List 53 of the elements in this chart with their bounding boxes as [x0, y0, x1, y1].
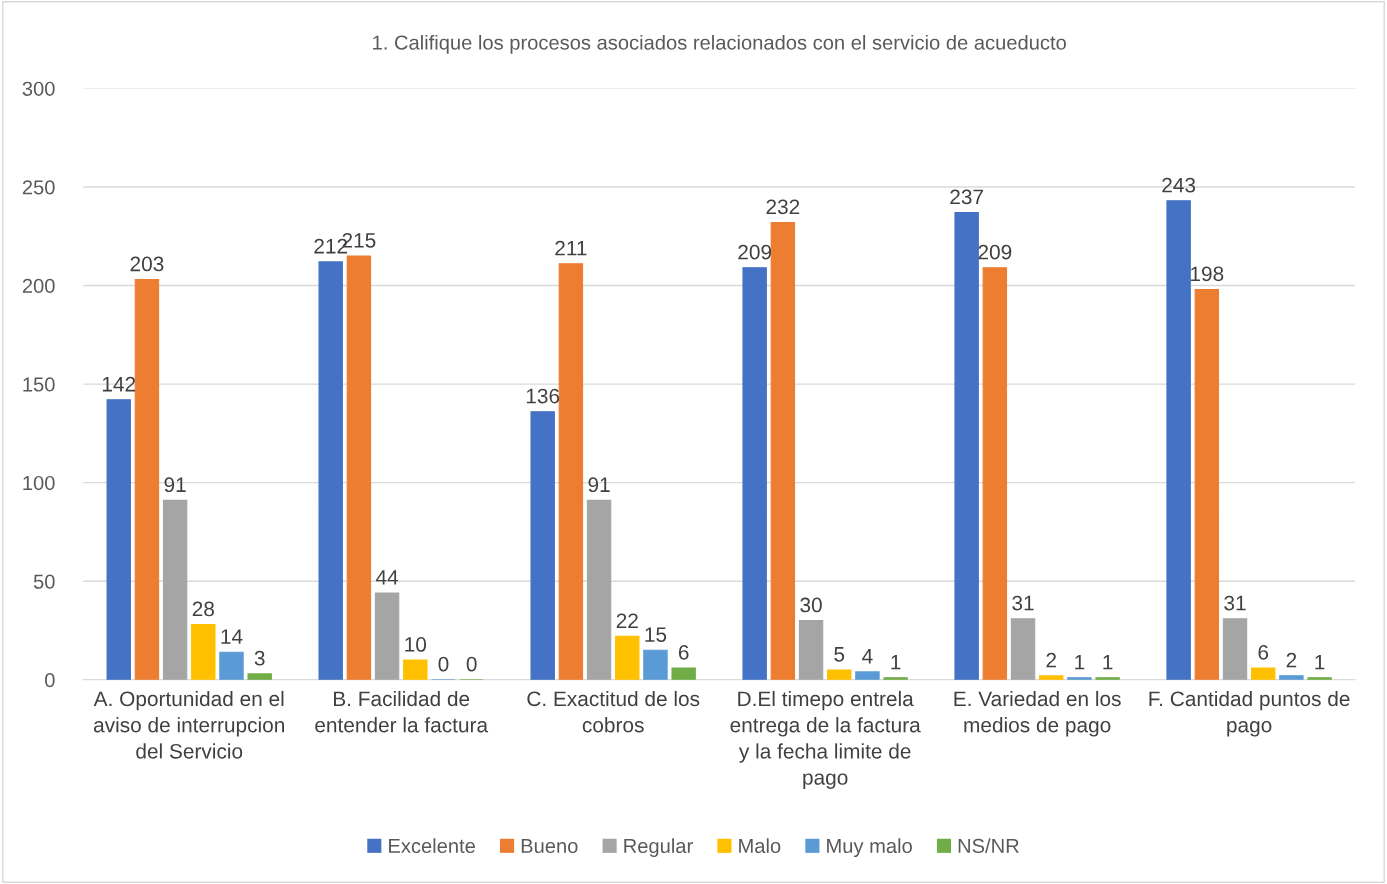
legend-label: Regular	[624, 838, 693, 858]
data-label: 5	[834, 647, 845, 662]
legend-label: Bueno	[521, 839, 578, 854]
data-label: 0	[466, 656, 477, 672]
data-label: 198	[1191, 266, 1224, 282]
data-label: 1	[1103, 655, 1113, 670]
data-label: 1	[1075, 655, 1085, 670]
y-tick-label: 50	[33, 574, 55, 589]
y-tick-label: 150	[23, 377, 55, 392]
y-tick-label: 0	[45, 673, 55, 688]
data-label: 2	[1286, 652, 1297, 668]
data-label: 142	[102, 376, 136, 392]
data-label: 0	[438, 656, 449, 672]
data-label: 31	[1224, 595, 1246, 611]
data-label: 1	[891, 655, 901, 670]
y-tick-label: 250	[22, 180, 55, 195]
data-label: 22	[616, 613, 638, 628]
data-label: 28	[192, 601, 214, 617]
data-label: 232	[766, 199, 800, 215]
data-label: 6	[678, 644, 689, 660]
data-label: 6	[1258, 644, 1269, 660]
x-tick-label: B. Facilidad de entender la factura	[315, 690, 489, 733]
data-label: 1	[1315, 655, 1325, 670]
data-label: 91	[164, 477, 186, 493]
x-tick-label: E. Variedad en los medios de pago	[954, 690, 1121, 737]
x-tick-label: D.El timepo entrela entrega de la factura y la fecha limite de pago	[730, 690, 921, 789]
data-label: 91	[588, 477, 610, 493]
data-label: 136	[526, 388, 560, 404]
x-tick-label: F. Cantidad puntos de pago	[1149, 690, 1350, 737]
legend-label: Malo	[739, 838, 781, 854]
y-tick-label: 200	[22, 278, 55, 294]
data-label: 31	[1012, 595, 1034, 611]
data-label: 14	[221, 629, 243, 644]
data-label: 15	[645, 627, 667, 642]
chart-title: 1. Califique los procesos asociados relacionados con el servicio de acueducto	[373, 34, 1066, 54]
y-tick-label: 100	[23, 475, 55, 491]
data-label: 10	[405, 637, 427, 652]
data-label: 209	[738, 244, 772, 260]
data-label: 243	[1162, 177, 1196, 193]
legend-label: Excelente	[389, 838, 475, 854]
legend-label: NS/NR	[958, 838, 1019, 854]
data-label: 44	[375, 570, 399, 585]
y-tick-label: 300	[22, 81, 55, 96]
x-tick-label: A. Oportunidad en el aviso de interrupcion del Servicio	[93, 690, 284, 759]
data-label: 203	[130, 256, 164, 272]
data-label: 3	[254, 650, 265, 666]
data-label: 2	[1046, 652, 1056, 668]
data-label: 237	[950, 189, 983, 205]
data-label: 211	[555, 240, 587, 256]
legend-label: Muy malo	[827, 838, 912, 858]
data-label: 4	[862, 649, 873, 664]
data-label: 30	[800, 597, 822, 613]
x-tick-label: C. Exactitud de los cobros	[527, 690, 700, 733]
